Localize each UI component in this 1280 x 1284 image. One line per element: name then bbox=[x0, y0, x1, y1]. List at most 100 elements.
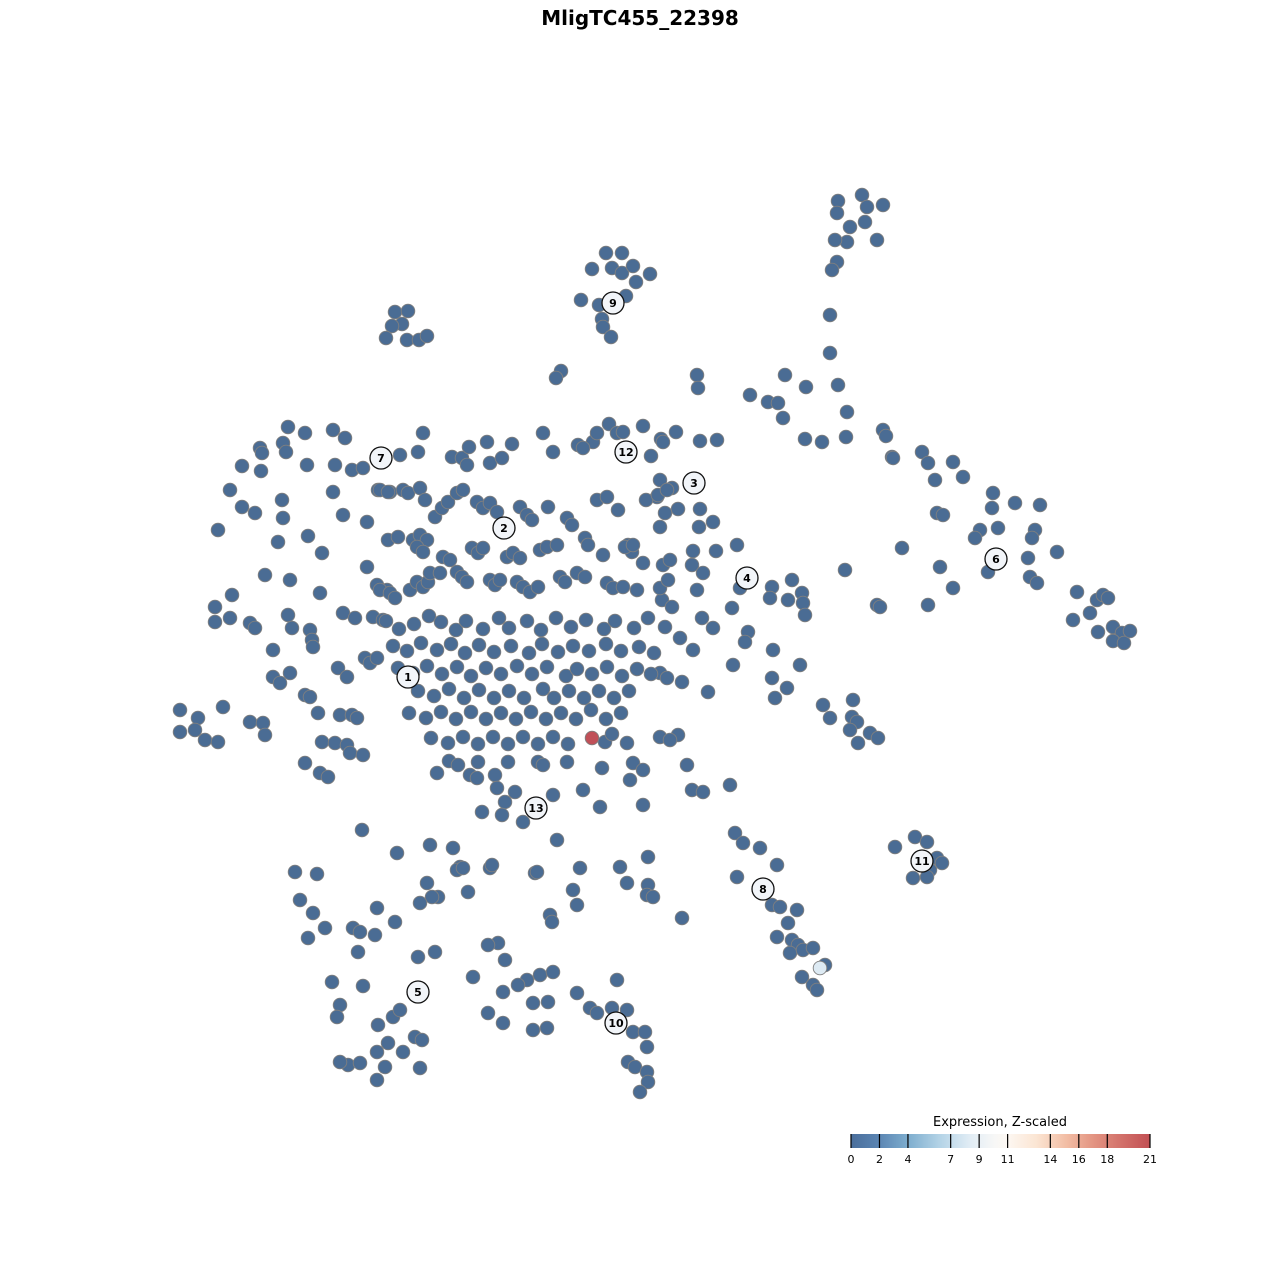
data-point bbox=[434, 666, 450, 682]
cluster-label: 4 bbox=[735, 566, 759, 590]
data-point bbox=[885, 450, 901, 466]
data-point bbox=[679, 757, 695, 773]
data-point bbox=[657, 619, 673, 635]
data-point bbox=[440, 494, 456, 510]
cluster-label-number: 10 bbox=[608, 1017, 624, 1030]
data-point bbox=[287, 864, 303, 880]
data-point bbox=[767, 690, 783, 706]
data-point bbox=[635, 797, 651, 813]
data-point bbox=[622, 772, 638, 788]
data-point bbox=[495, 984, 511, 1000]
data-point bbox=[292, 892, 308, 908]
data-point bbox=[549, 832, 565, 848]
data-point bbox=[215, 699, 231, 715]
data-point bbox=[533, 622, 549, 638]
data-point bbox=[735, 835, 751, 851]
data-point bbox=[625, 258, 641, 274]
data-point bbox=[674, 910, 690, 926]
data-point bbox=[635, 762, 651, 778]
data-point bbox=[705, 514, 721, 530]
data-point bbox=[770, 395, 786, 411]
cluster-label: 13 bbox=[524, 796, 548, 820]
data-point bbox=[172, 724, 188, 740]
data-point bbox=[657, 505, 673, 521]
data-point bbox=[549, 537, 565, 553]
data-point bbox=[282, 572, 298, 588]
data-point bbox=[445, 840, 461, 856]
data-point bbox=[837, 562, 853, 578]
cluster-label: 8 bbox=[751, 877, 775, 901]
data-point bbox=[764, 670, 780, 686]
data-point bbox=[875, 197, 891, 213]
data-point bbox=[824, 262, 840, 278]
data-point bbox=[934, 855, 950, 871]
data-point bbox=[625, 537, 641, 553]
data-point bbox=[1020, 550, 1036, 566]
data-point bbox=[599, 489, 615, 505]
data-point-highlight bbox=[584, 730, 600, 746]
data-point bbox=[674, 674, 690, 690]
data-point bbox=[631, 639, 647, 655]
data-point bbox=[1122, 623, 1138, 639]
data-point bbox=[539, 659, 555, 675]
data-point bbox=[484, 857, 500, 873]
data-point bbox=[695, 784, 711, 800]
data-point bbox=[207, 614, 223, 630]
data-point bbox=[448, 711, 464, 727]
data-point bbox=[540, 499, 556, 515]
data-point bbox=[190, 710, 206, 726]
data-point bbox=[500, 736, 516, 752]
data-point bbox=[708, 543, 724, 559]
data-point bbox=[519, 613, 535, 629]
data-point bbox=[573, 292, 589, 308]
data-point bbox=[652, 519, 668, 535]
data-point bbox=[762, 590, 778, 606]
data-point bbox=[595, 319, 611, 335]
data-point bbox=[455, 729, 471, 745]
data-point bbox=[604, 726, 620, 742]
data-point bbox=[272, 675, 288, 691]
data-point bbox=[639, 1039, 655, 1055]
data-point bbox=[469, 770, 485, 786]
data-point bbox=[510, 977, 526, 993]
data-point bbox=[872, 599, 888, 615]
data-point bbox=[423, 730, 439, 746]
data-point bbox=[626, 620, 642, 636]
data-point bbox=[548, 370, 564, 386]
data-point bbox=[210, 734, 226, 750]
data-point bbox=[310, 705, 326, 721]
data-point bbox=[905, 870, 921, 886]
data-point bbox=[565, 882, 581, 898]
data-point bbox=[534, 636, 550, 652]
data-point bbox=[197, 732, 213, 748]
data-point bbox=[314, 734, 330, 750]
data-point bbox=[1049, 544, 1065, 560]
data-point bbox=[254, 445, 270, 461]
data-point bbox=[474, 804, 490, 820]
data-point bbox=[920, 597, 936, 613]
data-point bbox=[257, 567, 273, 583]
data-point bbox=[668, 424, 684, 440]
data-point bbox=[350, 944, 366, 960]
data-point bbox=[401, 705, 417, 721]
cluster-label-circle bbox=[604, 1011, 628, 1035]
data-point bbox=[548, 610, 564, 626]
data-point bbox=[635, 555, 651, 571]
data-point bbox=[535, 681, 551, 697]
data-point bbox=[325, 422, 341, 438]
data-point bbox=[247, 505, 263, 521]
data-point bbox=[432, 565, 448, 581]
data-point bbox=[305, 905, 321, 921]
legend-tick-label: 16 bbox=[1072, 1153, 1086, 1166]
data-point bbox=[894, 540, 910, 556]
points-layer bbox=[172, 187, 1138, 1100]
data-point bbox=[589, 1005, 605, 1021]
cluster-label-number: 8 bbox=[759, 883, 767, 896]
data-point bbox=[557, 574, 573, 590]
data-point bbox=[442, 552, 458, 568]
data-point bbox=[842, 219, 858, 235]
cluster-label-number: 12 bbox=[618, 446, 633, 459]
data-point bbox=[769, 929, 785, 945]
data-point bbox=[314, 545, 330, 561]
data-point bbox=[400, 303, 416, 319]
